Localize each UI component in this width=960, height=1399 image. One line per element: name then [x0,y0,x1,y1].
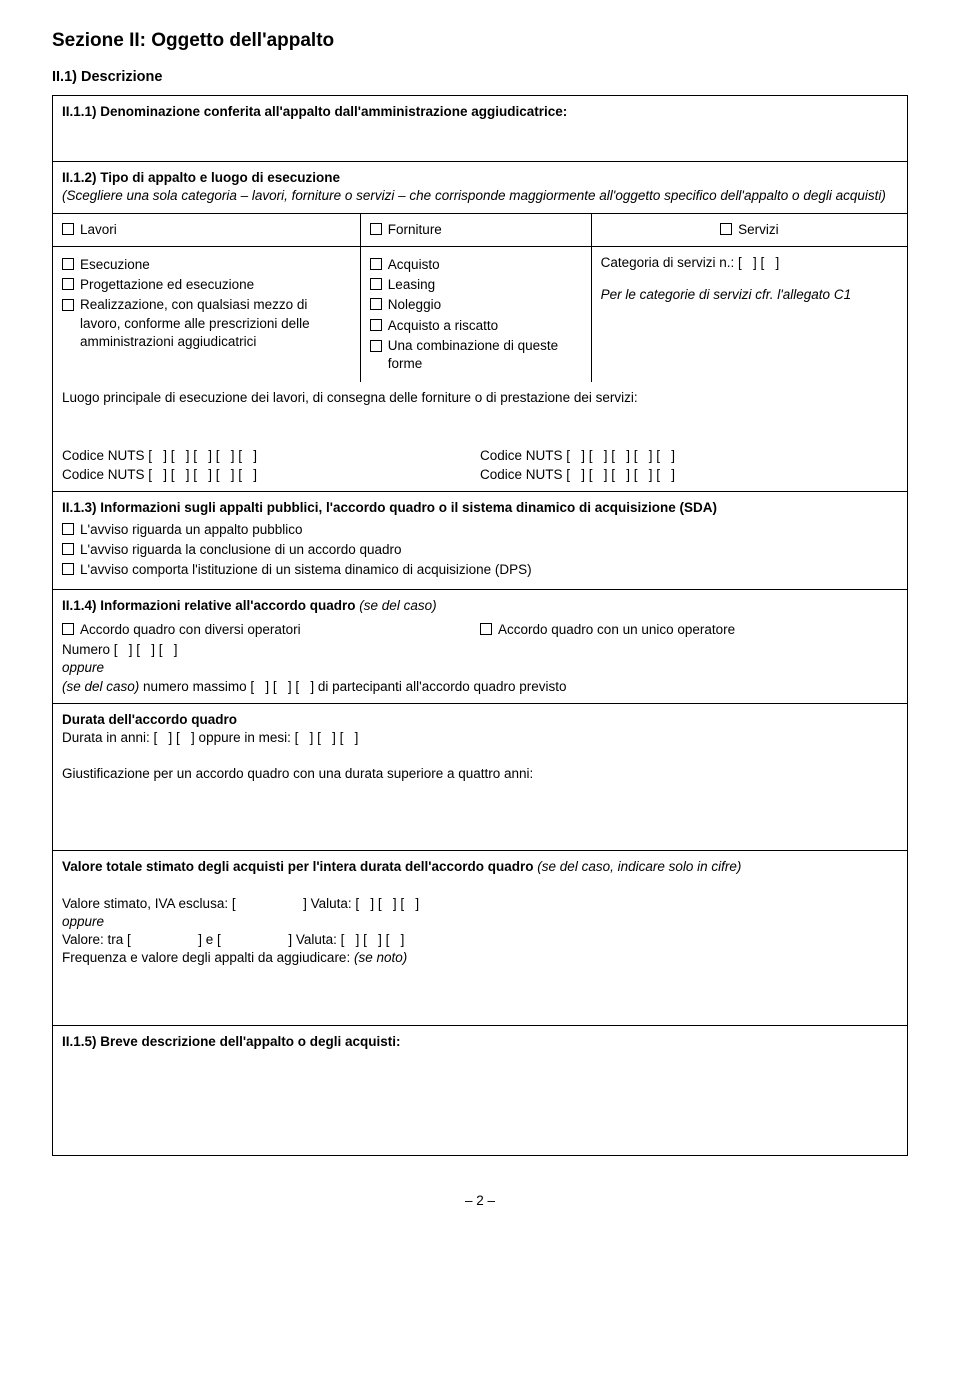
lavori-column: Esecuzione Progettazione ed esecuzione R… [53,246,361,382]
header-servizi: Servizi [591,213,907,246]
ii-1-3-title: II.1.3) Informazioni sugli appalti pubbl… [62,500,717,515]
ii-1-2-header-cell: II.1.2) Tipo di appalto e luogo di esecu… [53,162,908,213]
ii-1-4-frequenza-suffix: (se noto) [354,950,407,965]
ii-1-4-oppure: oppure [62,659,480,677]
ii-1-4-left-opt: Accordo quadro con diversi operatori [80,622,301,637]
ii-1-3-opt1: L'avviso riguarda un appalto pubblico [80,522,302,537]
ii-1-5-title: II.1.5) Breve descrizione dell'appalto o… [62,1034,401,1049]
luogo-principale-text: Luogo principale di esecuzione dei lavor… [62,389,898,407]
checkbox-icon[interactable] [370,278,382,290]
codice-nuts-1: Codice NUTS [ ] [ ] [ ] [ ] [ ] [62,447,480,465]
checkbox-icon[interactable] [62,563,74,575]
checkbox-icon[interactable] [62,623,74,635]
checkbox-icon[interactable] [370,298,382,310]
ii-1-1-title: II.1.1) Denominazione conferita all'appa… [62,104,567,119]
ii-1-3-opt2: L'avviso riguarda la conclusione di un a… [80,542,402,557]
ii-1-4-cell-a: II.1.4) Informazioni relative all'accord… [53,589,908,703]
ii-1-4-giustificazione: Giustificazione per un accordo quadro co… [62,765,898,783]
header-lavori: Lavori [53,213,361,246]
codice-nuts-4: Codice NUTS [ ] [ ] [ ] [ ] [ ] [480,466,898,484]
form-table: II.1.1) Denominazione conferita all'appa… [52,95,908,1155]
ii1-heading: II.1) Descrizione [52,68,908,88]
checkbox-icon[interactable] [370,340,382,352]
checkbox-icon[interactable] [370,319,382,331]
forniture-combo: Una combinazione di queste forme [388,337,582,373]
servizi-categoria: Categoria di servizi n.: [ ] [ ] [601,254,898,272]
document-page: Sezione II: Oggetto dell'appalto II.1) D… [0,0,960,1240]
forniture-column: Acquisto Leasing Noleggio Acquisto a ris… [360,246,591,382]
section-title: Sezione II: Oggetto dell'appalto [52,28,908,54]
lavori-label: Lavori [80,222,117,237]
checkbox-icon[interactable] [370,258,382,270]
ii-1-4-right-opt: Accordo quadro con un unico operatore [498,622,735,637]
ii-1-4-title-suffix: (se del caso) [359,598,436,613]
ii-1-4-oppure2: oppure [62,913,898,931]
ii-1-4-durata-heading: Durata dell'accordo quadro [62,712,237,727]
ii-1-4-numero-massimo: numero massimo [ ] [ ] [ ] di partecipan… [143,679,567,694]
checkbox-icon[interactable] [370,223,382,235]
checkbox-icon[interactable] [62,523,74,535]
ii-1-2-title: II.1.2) Tipo di appalto e luogo di esecu… [62,170,340,185]
ii-1-4-sedelcaso: (se del caso) [62,679,143,694]
lavori-realizzazione: Realizzazione, con qualsiasi mezzo di la… [80,296,351,351]
servizi-label: Servizi [738,222,779,237]
ii-1-4-numero: Numero [ ] [ ] [ ] [62,641,480,659]
ii-1-4-valore-heading-suffix: (se del caso, indicare solo in cifre) [537,859,741,874]
checkbox-icon[interactable] [480,623,492,635]
servizi-per-categorie: Per le categorie di servizi cfr. l'alleg… [601,286,898,304]
forniture-noleggio: Noleggio [388,297,441,312]
forniture-riscatto: Acquisto a riscatto [388,318,498,333]
lavori-progettazione: Progettazione ed esecuzione [80,277,254,292]
lavori-esecuzione: Esecuzione [80,257,150,272]
checkbox-icon[interactable] [720,223,732,235]
checkbox-icon[interactable] [62,223,74,235]
forniture-label: Forniture [388,222,442,237]
ii-1-4-title: II.1.4) Informazioni relative all'accord… [62,598,359,613]
luogo-principale-cell: Luogo principale di esecuzione dei lavor… [53,382,908,491]
checkbox-icon[interactable] [62,258,74,270]
forniture-acquisto: Acquisto [388,257,440,272]
forniture-leasing: Leasing [388,277,435,292]
checkbox-icon[interactable] [62,278,74,290]
checkbox-icon[interactable] [62,299,74,311]
header-forniture: Forniture [360,213,591,246]
ii-1-4-cell-c: Valore totale stimato degli acquisti per… [53,851,908,1025]
ii-1-4-durata-line: Durata in anni: [ ] [ ] oppure in mesi: … [62,729,898,747]
ii-1-1-cell: II.1.1) Denominazione conferita all'appa… [53,96,908,162]
codice-nuts-3: Codice NUTS [ ] [ ] [ ] [ ] [ ] [480,447,898,465]
checkbox-icon[interactable] [62,543,74,555]
ii-1-4-valore-stimato: Valore stimato, IVA esclusa: [ ] Valuta:… [62,895,898,913]
ii-1-5-cell: II.1.5) Breve descrizione dell'appalto o… [53,1025,908,1155]
ii-1-4-cell-b: Durata dell'accordo quadro Durata in ann… [53,703,908,851]
codice-nuts-2: Codice NUTS [ ] [ ] [ ] [ ] [ ] [62,466,480,484]
ii-1-3-cell: II.1.3) Informazioni sugli appalti pubbl… [53,491,908,589]
servizi-column: Categoria di servizi n.: [ ] [ ] Per le … [591,246,907,382]
ii-1-3-opt3: L'avviso comporta l'istituzione di un si… [80,562,532,577]
ii-1-4-valore-heading: Valore totale stimato degli acquisti per… [62,859,537,874]
ii-1-4-valore-tra: Valore: tra [ ] e [ ] Valuta: [ ] [ ] [ … [62,931,898,949]
ii-1-4-frequenza: Frequenza e valore degli appalti da aggi… [62,950,354,965]
page-number: – 2 – [52,1192,908,1210]
ii-1-2-note: (Scegliere una sola categoria – lavori, … [62,188,886,203]
